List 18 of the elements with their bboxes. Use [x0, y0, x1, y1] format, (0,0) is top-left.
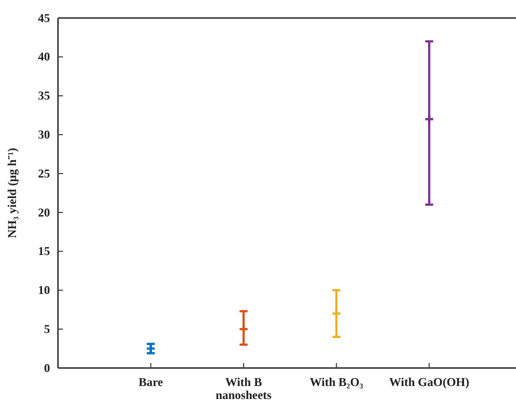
- x-tick-label: With B nanosheets: [216, 375, 272, 402]
- point: [331, 308, 342, 319]
- y-tick-label: 5: [44, 322, 50, 336]
- y-tick-label: 30: [38, 128, 50, 142]
- x-tick-label: Bare: [138, 375, 164, 389]
- point: [424, 114, 434, 124]
- point: [238, 324, 249, 334]
- y-tick-label: 25: [38, 166, 50, 180]
- y-tick-label: 10: [38, 283, 50, 298]
- y-tick-label: 20: [38, 205, 50, 220]
- y-tick-label: 0: [44, 360, 50, 375]
- y-tick-label: 15: [38, 244, 50, 258]
- y-tick-label: 40: [38, 50, 50, 64]
- x-tick-label: With B₂O₃: [310, 375, 364, 389]
- x-tick-label: With GaO(OH): [389, 375, 470, 389]
- y-axis-title: NH₃ yield (μg h⁻¹): [5, 148, 19, 238]
- y-tick-label: 35: [38, 88, 50, 103]
- y-tick-label: 45: [38, 10, 50, 25]
